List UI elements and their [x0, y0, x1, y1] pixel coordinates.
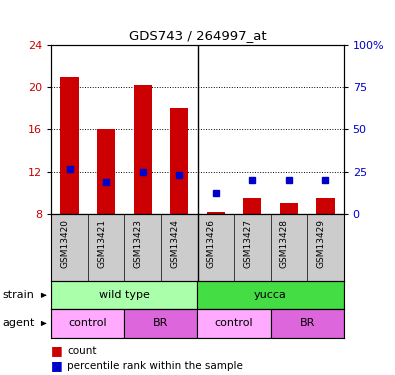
Text: control: control	[69, 318, 107, 328]
Text: BR: BR	[299, 318, 315, 328]
Bar	[51, 309, 124, 338]
Text: count: count	[67, 346, 97, 355]
Bar	[60, 76, 79, 214]
Text: strain: strain	[2, 290, 34, 300]
Bar	[198, 281, 344, 309]
Text: GSM13424: GSM13424	[170, 219, 179, 268]
Text: ■: ■	[51, 344, 63, 357]
Bar	[243, 198, 261, 214]
Text: GSM13420: GSM13420	[60, 219, 70, 268]
Text: GSM13423: GSM13423	[134, 219, 143, 268]
Bar	[207, 211, 225, 214]
Text: wild type: wild type	[99, 290, 150, 300]
Bar	[51, 281, 198, 309]
Text: ■: ■	[51, 359, 63, 372]
Bar	[316, 198, 335, 214]
Bar	[198, 309, 271, 338]
Text: GSM13421: GSM13421	[97, 219, 106, 268]
Bar	[124, 309, 198, 338]
Bar	[134, 85, 152, 214]
Text: GSM13429: GSM13429	[316, 219, 325, 268]
Bar	[280, 203, 298, 214]
Bar	[97, 129, 115, 214]
Text: GSM13426: GSM13426	[207, 219, 216, 268]
Text: BR: BR	[153, 318, 169, 328]
Bar	[271, 309, 344, 338]
Text: control: control	[215, 318, 253, 328]
Text: GSM13428: GSM13428	[280, 219, 289, 268]
Title: GDS743 / 264997_at: GDS743 / 264997_at	[129, 30, 266, 42]
Text: agent: agent	[2, 318, 34, 328]
Text: yucca: yucca	[254, 290, 287, 300]
Bar	[170, 108, 188, 214]
Text: percentile rank within the sample: percentile rank within the sample	[67, 361, 243, 370]
Text: GSM13427: GSM13427	[243, 219, 252, 268]
